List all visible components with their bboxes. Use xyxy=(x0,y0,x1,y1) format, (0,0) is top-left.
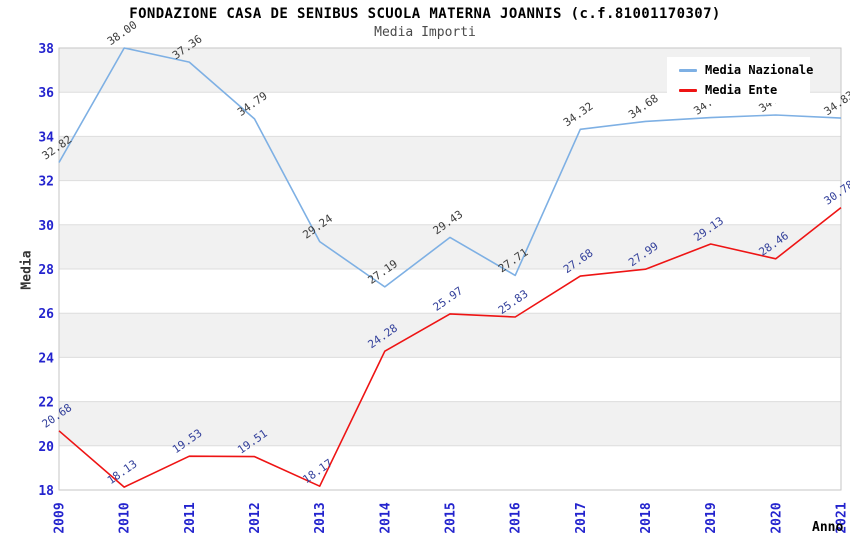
x-tick-label: 2010 xyxy=(118,502,133,533)
point-label: 34.83 xyxy=(822,88,850,118)
national-line-swatch-icon xyxy=(679,68,697,72)
y-axis-title: Media xyxy=(19,250,35,290)
x-tick-label: 2015 xyxy=(444,502,459,533)
point-label: 38.00 xyxy=(105,18,140,48)
point-label: 34.68 xyxy=(626,92,661,122)
point-label: 18.17 xyxy=(300,457,335,487)
y-tick-label: 26 xyxy=(38,307,54,322)
plot-band xyxy=(59,224,841,269)
y-tick-label: 22 xyxy=(38,396,54,411)
x-tick-label: 2011 xyxy=(183,502,198,533)
y-tick-label: 20 xyxy=(38,440,54,455)
x-tick-label: 2016 xyxy=(509,502,524,533)
point-label: 34.79 xyxy=(235,89,270,119)
legend-item-media-nazionale: Media Nazionale xyxy=(679,63,814,77)
y-tick-label: 36 xyxy=(38,86,54,101)
plot-band xyxy=(59,401,841,446)
x-tick-label: 2018 xyxy=(639,502,654,533)
y-tick-label: 34 xyxy=(38,130,54,145)
x-tick-label: 2020 xyxy=(769,502,784,533)
chart-title: FONDAZIONE CASA DE SENIBUS SCUOLA MATERN… xyxy=(129,6,721,22)
y-tick-label: 38 xyxy=(38,42,54,57)
y-tick-label: 28 xyxy=(38,263,54,278)
x-tick-label: 2017 xyxy=(574,502,589,533)
point-label: 30.78 xyxy=(822,178,850,208)
x-tick-label: 2014 xyxy=(378,502,393,533)
y-tick-label: 32 xyxy=(38,175,54,190)
point-label: 25.83 xyxy=(496,287,531,317)
x-tick-label: 2009 xyxy=(53,502,68,533)
series-line-media-nazionale xyxy=(58,47,842,288)
y-tick-label: 24 xyxy=(38,351,54,366)
point-label: 25.97 xyxy=(431,284,466,314)
x-tick-label: 2012 xyxy=(248,502,263,533)
x-axis-title: Anno xyxy=(812,520,844,535)
series-line-media-ente xyxy=(58,206,842,488)
point-label: 34.32 xyxy=(561,100,596,130)
x-tick-label: 2021 xyxy=(835,502,850,533)
plot-band xyxy=(59,313,841,358)
legend-label: Media Ente xyxy=(705,83,778,97)
y-tick-label: 18 xyxy=(38,484,54,499)
ente-line-swatch-icon xyxy=(679,88,697,92)
y-tick-label: 30 xyxy=(38,219,54,234)
plot-border xyxy=(58,47,842,491)
legend-item-media-ente: Media Ente xyxy=(679,83,810,97)
x-tick-label: 2019 xyxy=(704,502,719,533)
chart-legend: Media Nazionale Media Ente xyxy=(667,57,814,103)
legend-label: Media Nazionale xyxy=(705,63,814,77)
chart-subtitle: Media Importi xyxy=(374,25,476,40)
x-tick-label: 2013 xyxy=(313,502,328,533)
plot-band xyxy=(59,136,841,181)
